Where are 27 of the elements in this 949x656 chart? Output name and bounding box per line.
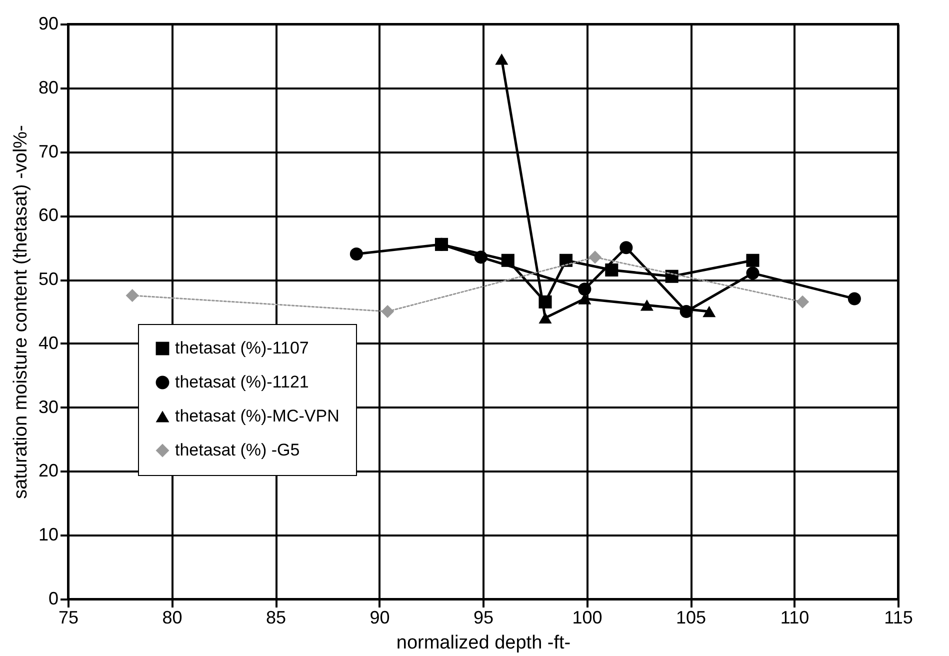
x-tick-label: 85 [266,608,286,628]
x-tick-label: 90 [370,608,390,628]
y-tick-label: 40 [38,332,58,353]
y-tick-label: 50 [38,269,58,290]
x-tick-label: 100 [572,608,602,628]
legend-label: thetasat (%)-1121 [175,372,309,392]
y-tick-label: 10 [38,524,58,545]
x-tick-label: 105 [676,608,706,628]
x-tick-label: 95 [473,608,494,628]
y-tick-label: 90 [38,14,58,34]
legend-label: thetasat (%) -G5 [175,440,300,460]
y-tick-label: 60 [38,205,58,226]
x-tick-label: 115 [884,608,913,628]
x-tick-label: 75 [58,608,79,628]
x-axis-title: normalized depth -ft- [396,632,571,654]
legend-label: thetasat (%)-MC-VPN [175,406,340,426]
x-tick-label: 80 [162,608,182,628]
y-tick-label: 30 [38,396,58,417]
x-tick-label: 110 [780,608,810,628]
y-tick-label: 0 [48,588,58,608]
legend-label: thetasat (%)-1107 [175,338,309,358]
y-axis-title: saturation moisture content (thetasat) -vol%- [10,125,32,499]
y-tick-label: 80 [38,77,58,98]
y-tick-label: 70 [38,141,58,162]
point [746,254,760,267]
point [796,295,810,308]
y-tick-label: 20 [38,460,58,481]
